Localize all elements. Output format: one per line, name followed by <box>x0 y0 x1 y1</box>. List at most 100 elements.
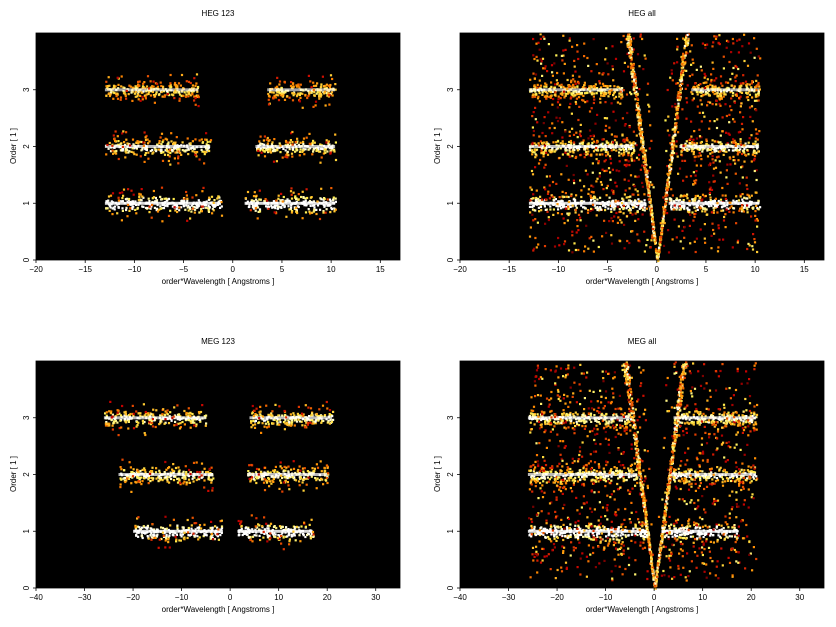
halo-cell <box>738 151 741 154</box>
band-cell-order-2 <box>545 143 548 146</box>
band-cell-order-1 <box>604 206 607 209</box>
halo-cell <box>638 200 641 203</box>
noise-cell <box>630 230 633 233</box>
halo-cell <box>539 195 542 198</box>
halo-cell <box>205 132 208 135</box>
band-cell-order-1 <box>121 207 124 210</box>
band-cell-order-2 <box>724 147 727 150</box>
band-cell-order-3 <box>313 91 316 94</box>
band-cell-order-3 <box>734 80 737 83</box>
halo-cell <box>288 543 291 546</box>
noise-cell <box>689 175 693 178</box>
halo-cell <box>121 145 124 148</box>
band-cell-order-3 <box>596 87 599 90</box>
v-arm-cell <box>673 130 676 133</box>
noise-cell <box>557 236 560 240</box>
v-arm-cell <box>640 141 643 144</box>
halo-cell <box>307 94 310 98</box>
band-cell-order-2 <box>680 153 683 156</box>
band-cell-order-2 <box>322 152 325 155</box>
noise-cell <box>562 54 565 57</box>
halo-cell <box>308 132 311 135</box>
band-cell-order-2 <box>312 148 315 151</box>
halo-cell <box>538 100 541 103</box>
noise-cell <box>614 181 617 184</box>
v-arm-cell <box>639 114 642 117</box>
v-arm-cell <box>685 35 688 38</box>
v-arm-cell <box>629 62 633 65</box>
noise-cell <box>587 192 590 195</box>
band-cell-order-1 <box>297 198 300 201</box>
band-cell-order-1 <box>637 198 640 201</box>
band-cell-order-1 <box>594 196 597 200</box>
band-cell-order-3 <box>732 92 735 95</box>
band-cell-order-1 <box>277 206 280 210</box>
noise-cell <box>604 159 607 162</box>
noise-cell <box>732 42 735 45</box>
band-cell-order-2 <box>579 135 582 138</box>
band-cell-order-2 <box>570 141 573 145</box>
halo-cell <box>266 142 269 145</box>
noise-cell <box>595 63 598 66</box>
v-arm-cell <box>668 158 671 162</box>
band-cell-order-2 <box>307 148 310 151</box>
band-cell-order-1 <box>209 537 212 540</box>
band-cell-order-2 <box>531 153 534 156</box>
noise-cell <box>589 209 592 212</box>
band-cell-order-2 <box>133 147 136 150</box>
v-arm-cell <box>679 88 682 91</box>
band-cell-order-3 <box>315 92 318 95</box>
halo-cell <box>721 194 724 197</box>
noise-cell <box>742 74 745 77</box>
noise-cell <box>539 140 542 143</box>
noise-cell <box>534 95 537 98</box>
x-tick-label: −20 <box>453 265 467 274</box>
halo-cell <box>619 218 622 222</box>
halo-cell <box>741 209 744 212</box>
band-cell-order-1 <box>688 210 691 213</box>
band-cell-order-2 <box>596 139 599 142</box>
v-arm-cell <box>685 42 688 45</box>
band-cell-order-1 <box>257 523 260 526</box>
noise-cell <box>534 156 537 159</box>
band-cell-order-1 <box>125 197 129 200</box>
halo-cell <box>744 153 747 156</box>
noise-cell <box>587 188 590 191</box>
band-cell-order-1 <box>246 200 249 203</box>
halo-cell <box>532 219 535 222</box>
halo-cell <box>192 532 195 535</box>
halo-cell <box>127 188 130 191</box>
band-cell-order-2 <box>201 150 204 153</box>
halo-cell <box>293 92 296 95</box>
noise-cell <box>734 64 737 68</box>
band-cell-order-1 <box>636 210 639 213</box>
noise-cell <box>725 169 728 172</box>
band-cell-order-3 <box>723 90 726 93</box>
halo-cell <box>200 210 203 213</box>
halo-cell <box>707 100 710 104</box>
band-cell-order-3 <box>117 83 120 86</box>
noise-cell <box>635 156 639 159</box>
halo-cell <box>162 534 165 537</box>
v-arm-cell <box>630 58 633 61</box>
halo-cell <box>567 200 570 203</box>
halo-cell <box>290 187 293 190</box>
band-cell-order-3 <box>128 84 131 87</box>
band-cell-order-1 <box>200 208 203 211</box>
band-cell-order-2 <box>135 471 138 474</box>
v-arm-cell <box>628 47 631 50</box>
halo-cell <box>158 538 161 541</box>
band-cell-order-1 <box>278 525 282 528</box>
band-cell-order-1 <box>691 211 694 214</box>
v-arm-cell <box>662 213 665 216</box>
band-cell-order-1 <box>670 198 673 201</box>
band-cell-order-2 <box>569 139 572 143</box>
noise-cell <box>755 169 758 172</box>
halo-cell <box>621 133 624 136</box>
noise-cell <box>724 81 728 84</box>
band-cell-order-1 <box>612 206 615 209</box>
halo-cell <box>602 188 605 191</box>
halo-cell <box>175 136 178 139</box>
band-cell-order-1 <box>190 524 193 527</box>
band-cell-order-1 <box>266 527 269 530</box>
